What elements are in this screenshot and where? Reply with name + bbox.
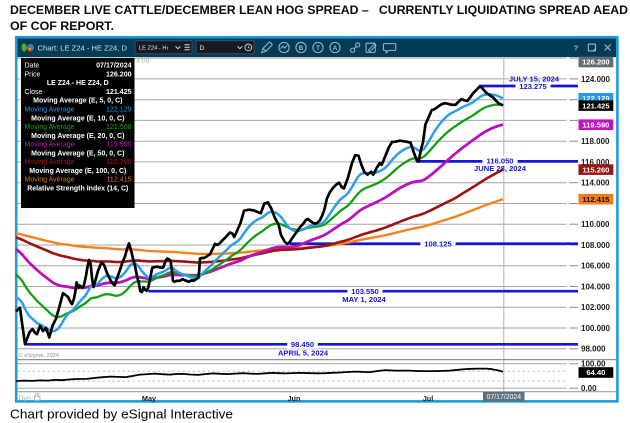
- svg-text:98.000: 98.000: [581, 345, 606, 354]
- svg-text:126.200: 126.200: [106, 70, 132, 78]
- svg-text:121.425: 121.425: [582, 101, 610, 110]
- svg-text:Jun: Jun: [288, 394, 301, 403]
- svg-text:Moving Average (E, 100, 0, C): Moving Average (E, 100, 0, C): [29, 168, 126, 175]
- svg-text:Moving Average (E, 10, 0, C): Moving Average (E, 10, 0, C): [31, 115, 124, 122]
- svg-text:Moving Average: Moving Average: [25, 177, 75, 184]
- svg-text:116.050: 116.050: [486, 156, 513, 165]
- svg-text:102.000: 102.000: [581, 303, 610, 312]
- svg-text:T: T: [316, 45, 320, 52]
- svg-text:108.000: 108.000: [581, 241, 610, 250]
- svg-text:07/17/2024: 07/17/2024: [96, 62, 132, 70]
- svg-text:Moving Average: Moving Average: [25, 107, 75, 114]
- svg-text:Relative Strength Index (14, C: Relative Strength Index (14, C): [27, 186, 128, 193]
- svg-text:122.129: 122.129: [106, 106, 132, 114]
- svg-text:Moving Average (E, 5, 0, C): Moving Average (E, 5, 0, C): [33, 98, 122, 105]
- svg-text:112.415: 112.415: [582, 195, 610, 204]
- svg-text:108.125: 108.125: [424, 240, 452, 249]
- svg-text:07/17/2024: 07/17/2024: [487, 394, 522, 401]
- svg-text:100.00: 100.00: [581, 360, 606, 369]
- svg-text:121.425: 121.425: [106, 88, 132, 96]
- svg-text:JULY 15, 2024: JULY 15, 2024: [509, 75, 560, 84]
- svg-text:126.200: 126.200: [582, 58, 609, 67]
- svg-text:115.260: 115.260: [582, 165, 609, 174]
- svg-text:98.450: 98.450: [291, 340, 314, 349]
- svg-text:D: D: [200, 45, 205, 52]
- svg-text:103.550: 103.550: [351, 287, 378, 296]
- svg-text:64.40: 64.40: [586, 368, 605, 377]
- svg-text:LE Z24 - HE Z24, D: LE Z24 - HE Z24, D: [47, 80, 109, 87]
- svg-text:Dyn: Dyn: [19, 396, 32, 403]
- svg-text:JUNE 28, 2024: JUNE 28, 2024: [474, 164, 527, 173]
- svg-text:Moving Average: Moving Average: [25, 159, 75, 166]
- svg-text:OF COF REPORT.: OF COF REPORT.: [10, 19, 114, 33]
- svg-text:?: ?: [574, 44, 579, 53]
- svg-text:112.415: 112.415: [106, 176, 131, 184]
- svg-text:© eSignal, 2024: © eSignal, 2024: [19, 352, 60, 359]
- svg-text:100.000: 100.000: [581, 324, 610, 333]
- svg-text:DECEMBER LIVE CATTLE/DECEMBER: DECEMBER LIVE CATTLE/DECEMBER LEAN HOG S…: [10, 3, 628, 17]
- svg-text:May: May: [142, 394, 157, 403]
- svg-text:115.260: 115.260: [106, 158, 131, 166]
- svg-text:Moving Average (E, 20, 0, C): Moving Average (E, 20, 0, C): [31, 133, 124, 140]
- svg-text:119.590: 119.590: [106, 141, 131, 149]
- svg-text:Close: Close: [25, 89, 43, 96]
- svg-text:0.00: 0.00: [581, 384, 597, 393]
- svg-text:106.000: 106.000: [581, 262, 610, 271]
- svg-text:B: B: [299, 45, 304, 52]
- svg-text:APRIL 5, 2024: APRIL 5, 2024: [278, 348, 329, 357]
- svg-text:MAY 1, 2024: MAY 1, 2024: [342, 295, 386, 304]
- svg-text:104.000: 104.000: [581, 282, 610, 291]
- svg-text:Moving Average: Moving Average: [25, 142, 75, 149]
- svg-text:110.000: 110.000: [581, 220, 610, 229]
- svg-text:Date: Date: [25, 63, 40, 70]
- svg-text:Chart provided by eSignal Inte: Chart provided by eSignal Interactive: [10, 407, 233, 421]
- svg-text:121.508: 121.508: [106, 123, 132, 131]
- svg-text:A: A: [333, 45, 338, 52]
- svg-text:Moving Average (E, 50, 0, C): Moving Average (E, 50, 0, C): [31, 150, 124, 157]
- svg-text:116.000: 116.000: [581, 158, 610, 167]
- svg-text:Chart: LE Z24 - HE Z24, D: Chart: LE Z24 - HE Z24, D: [38, 43, 128, 52]
- svg-text:119.590: 119.590: [582, 120, 609, 129]
- svg-text:122.129: 122.129: [582, 94, 609, 103]
- svg-text:LE Z24 - Hı: LE Z24 - Hı: [139, 46, 168, 52]
- svg-text:d 10): d 10): [137, 59, 150, 65]
- svg-text:123.275: 123.275: [519, 82, 547, 91]
- svg-text:118.000: 118.000: [581, 137, 610, 146]
- svg-text:Moving Average: Moving Average: [25, 124, 75, 131]
- svg-text:114.000: 114.000: [581, 179, 610, 188]
- svg-text:Jul: Jul: [423, 394, 434, 403]
- svg-text:Price: Price: [25, 71, 41, 78]
- svg-text:124.000: 124.000: [581, 75, 610, 84]
